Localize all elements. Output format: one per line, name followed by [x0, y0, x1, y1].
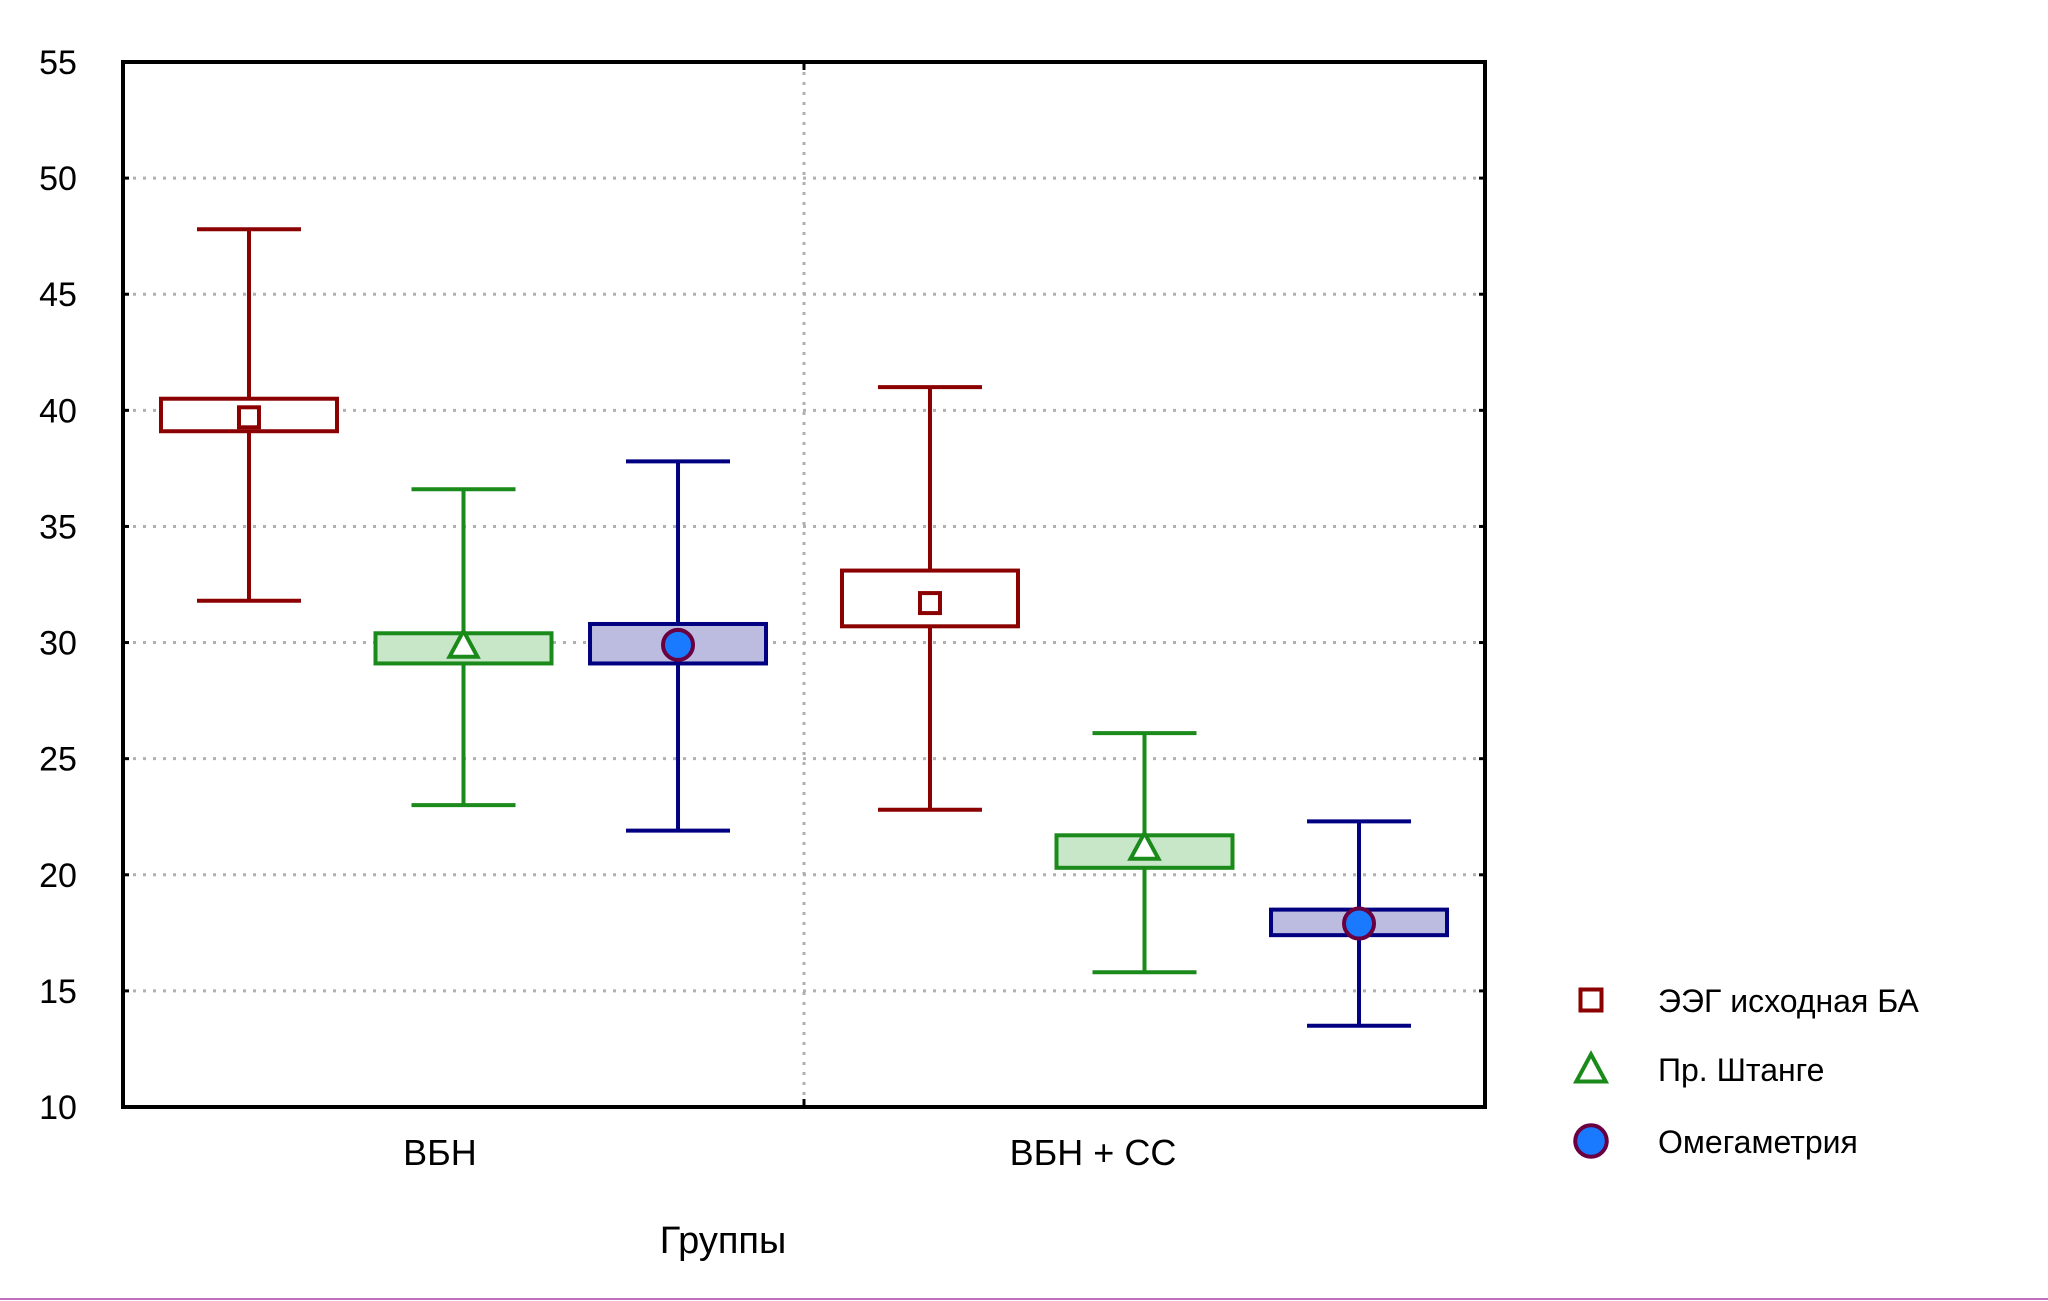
square-marker [917, 591, 942, 616]
y-tick-label: 50 [39, 160, 77, 198]
bottom-border [0, 1298, 2048, 1300]
y-tick-label: 25 [39, 741, 77, 779]
legend: ЭЭГ исходная БА Пр. Штанге Омегаметрия [1572, 983, 1919, 1160]
y-tick-label: 10 [39, 1089, 77, 1127]
y-tick-label: 55 [39, 44, 77, 82]
x-axis-title: Группы [660, 1220, 787, 1262]
y-tick-label: 45 [39, 276, 77, 314]
legend-label: ЭЭГ исходная БА [1658, 983, 1919, 1019]
triangle-marker [446, 626, 481, 659]
y-axis: 10 15 20 25 30 35 40 45 50 55 [39, 44, 77, 1127]
triangle-marker [1127, 828, 1162, 861]
y-tick-label: 40 [39, 392, 77, 430]
series-2 [373, 487, 1235, 975]
square-marker [1578, 987, 1604, 1013]
legend-item: Омегаметрия [1573, 1123, 1858, 1160]
circle-marker [1342, 906, 1377, 941]
x-category-label: ВБН [403, 1132, 477, 1173]
legend-item: Пр. Штанге [1572, 1050, 1824, 1088]
legend-label: Омегаметрия [1658, 1124, 1858, 1160]
series-3 [588, 459, 1450, 1028]
series-marks [158, 227, 1450, 1028]
y-tick-label: 15 [39, 973, 77, 1011]
square-marker [236, 405, 261, 430]
x-category-label: ВБН + СС [1010, 1132, 1177, 1173]
grid-lines [123, 60, 1485, 1109]
series-1 [158, 227, 1020, 812]
plot-frame [121, 60, 1487, 1109]
triangle-marker [1572, 1050, 1610, 1084]
x-axis: ВБН ВБН + СС [403, 1132, 1176, 1173]
y-tick-label: 30 [39, 625, 77, 663]
y-tick-label: 20 [39, 857, 77, 895]
plot-border [121, 60, 1487, 1109]
legend-item: ЭЭГ исходная БА [1578, 983, 1919, 1019]
circle-marker [1573, 1123, 1609, 1159]
legend-label: Пр. Штанге [1658, 1052, 1824, 1088]
circle-marker [661, 627, 696, 662]
y-tick-label: 35 [39, 508, 77, 546]
